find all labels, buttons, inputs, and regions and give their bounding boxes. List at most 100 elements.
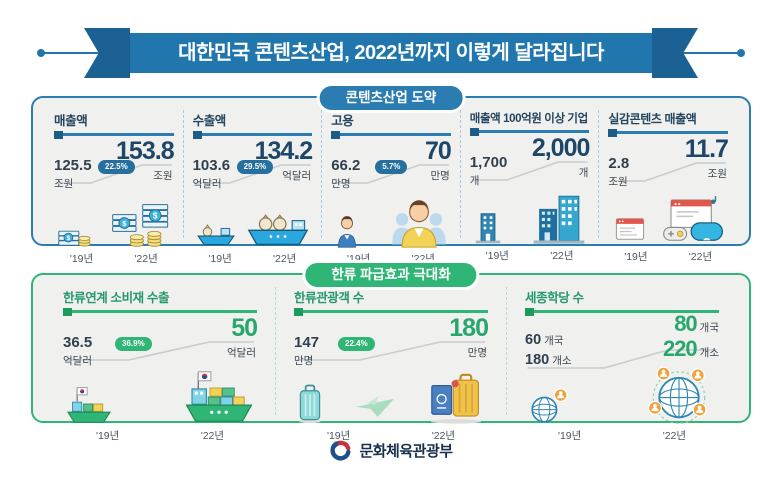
growth-connector-line [55, 164, 172, 184]
growth-connector-line [65, 341, 255, 361]
svg-text:$: $ [67, 235, 71, 242]
growth-connector-line [610, 162, 727, 182]
unit-2022: 조원 [153, 170, 173, 182]
panel-stats: 134.2 억달러 103.6 억달러 29.5% [192, 139, 314, 196]
title-underline-bar [54, 130, 174, 139]
panel-icons [470, 193, 590, 245]
value-2019-centers: 180 [525, 352, 550, 369]
growth-badge: 5.7% [375, 160, 408, 174]
title-banner: 대한민국 콘텐츠산업, 2022년까지 이렇게 달라집니다 [0, 0, 782, 96]
value-2022: 134.2 [254, 137, 314, 165]
panel-exports: 수출액 134.2 억달러 103.6 억달러 29.5% [182, 110, 322, 265]
money-stack-small-icon: $ [58, 230, 91, 247]
value-2022: 2,000 [531, 134, 591, 162]
year-2022-label: '22년 [431, 430, 456, 442]
year-2022-label: '22년 [550, 250, 574, 262]
worker-small-icon [338, 216, 357, 248]
banner-dot-right [737, 49, 745, 57]
year-2019-label: '19년 [69, 253, 94, 265]
unit-2019: 만명 [331, 178, 351, 190]
value-2022: 11.7 [684, 135, 729, 163]
unit-2022: 만명 [430, 170, 450, 182]
globe-large-icon [647, 366, 707, 424]
mcst-government-logo-icon [330, 440, 351, 461]
growth-connector-line [296, 341, 486, 361]
svg-text:$: $ [152, 210, 157, 220]
year-labels: '19년 '22년 [294, 428, 488, 443]
luggage-passport-large-icon [430, 373, 482, 424]
unit-2022: 조원 [707, 168, 727, 180]
banner-line-left [44, 52, 104, 54]
value-2019: 1,700 [469, 154, 508, 171]
year-2022-label: '22년 [662, 430, 687, 442]
panel-stats: 70 만명 66.2 만명 5.7% [331, 139, 452, 196]
ministry-name: 문화체육관광부 [359, 443, 453, 460]
title-underline-bar [331, 130, 451, 139]
worker-large-icon [391, 200, 446, 248]
airplane-icon [355, 396, 395, 417]
title-underline-bar [192, 130, 313, 139]
banner-dot-left [37, 49, 45, 57]
panel-stats: 11.7 조원 2.8 조원 [608, 137, 729, 194]
export-ship-small-icon [196, 224, 235, 246]
growth-badge: 22.4% [338, 337, 375, 351]
year-labels: '19년 '22년 [470, 248, 590, 263]
panel-title: 고용 [331, 114, 354, 128]
value-2022: 50 [231, 314, 258, 342]
growth-connector-line [333, 164, 449, 184]
growth-connector-line [194, 164, 311, 184]
panel-icons [63, 371, 257, 425]
unit-2022: 억달러 [282, 170, 312, 182]
footer: 문화체육관광부 [0, 439, 782, 462]
growth-badge: 29.5% [236, 160, 274, 174]
panel-title: 세종학당 수 [525, 291, 584, 305]
panel-sejong-institutes: 세종학당 수 80 개국 220 개소 60 개국 180 개소 [506, 287, 737, 442]
unit-2019: 만명 [294, 355, 314, 367]
panel-hallyu-tourists: 한류관광객 수 180 만명 147 만명 22.4% [275, 287, 506, 442]
unit-2019: 조원 [608, 176, 628, 188]
year-2022-label: '22년 [134, 253, 158, 265]
value-2019: 147 [294, 334, 320, 351]
panel-icons [525, 366, 719, 425]
panel-stats: 153.8 조원 125.5 조원 22.5% [54, 139, 175, 196]
svg-text:$: $ [122, 219, 127, 228]
value-2019-countries: 60 [525, 332, 542, 348]
panel-icons: $ $ $ [54, 196, 174, 248]
panel-stats: 180 만명 147 만명 22.4% [294, 316, 489, 373]
unit-2019: 억달러 [192, 178, 222, 190]
value-2022: 180 [449, 314, 489, 342]
panel-revenue: 매출액 153.8 조원 125.5 조원 22.5% $ $ [45, 110, 183, 265]
value-2019: 103.6 [192, 157, 231, 174]
title-underline-bar [63, 307, 257, 316]
panel-icons [608, 194, 728, 246]
cargo-ship-large-icon [185, 371, 253, 422]
unit-centers: 개소 [552, 355, 572, 368]
growth-connector-line [527, 349, 717, 369]
growth-badge: 36.9% [115, 337, 152, 351]
year-2022-label: '22년 [273, 253, 297, 265]
section-header-badge: 한류 파급효과 극대화 [302, 260, 480, 290]
year-labels: '19년 '22년 [525, 428, 719, 443]
suitcase-small-icon [299, 384, 321, 424]
value-2022-block: 80 개국 220 개소 [663, 313, 719, 363]
cargo-ship-small-icon [67, 387, 111, 423]
value-2019: 36.5 [63, 334, 93, 351]
value-2022: 70 [424, 137, 452, 165]
immersive-content-large-icon [663, 196, 723, 241]
section-content-industry: 콘텐츠산업 도약 매출액 153.8 조원 125.5 조원 22.5% $ [31, 83, 751, 265]
unit-2019: 조원 [54, 178, 74, 190]
title-underline-bar [608, 128, 728, 137]
buildings-large-icon [534, 195, 585, 244]
section-box: 매출액 153.8 조원 125.5 조원 22.5% $ $ [31, 96, 751, 265]
panel-title: 한류연계 소비재 수출 [63, 291, 170, 305]
section-hallyu-effect: 한류 파급효과 극대화 한류연계 소비재 수출 50 억달러 36.5 억달러 … [31, 260, 751, 442]
unit-2022: 만명 [467, 347, 487, 359]
unit-countries: 개국 [699, 322, 719, 334]
value-2022-countries: 80 [674, 311, 698, 336]
year-2019-label: '19년 [557, 430, 582, 442]
export-ship-large-icon [247, 214, 309, 246]
year-labels: '19년 '22년 [193, 251, 313, 266]
panel-title: 매출액 100억원 이상 기업 [469, 113, 588, 125]
growth-connector-line [471, 161, 588, 181]
building-small-icon [475, 213, 500, 244]
